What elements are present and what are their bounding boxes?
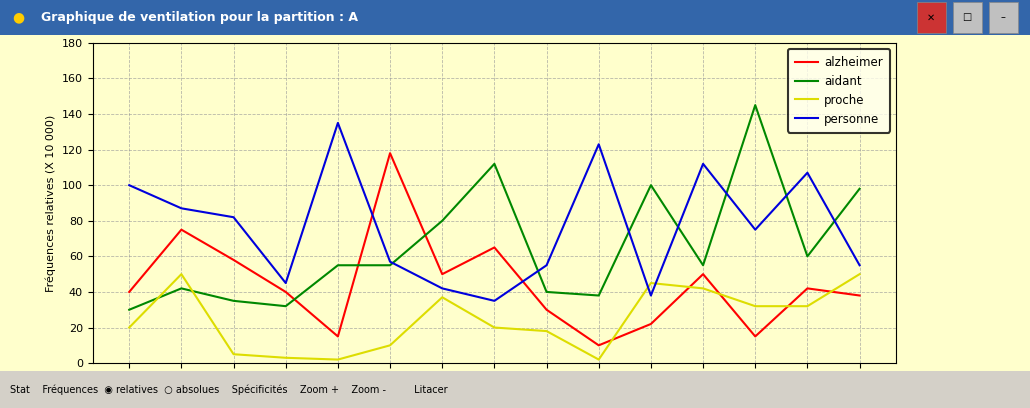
personne [332,120,344,125]
Text: Stat    Fréquences  ◉ relatives  ○ absolues    Spécificités    Zoom +    Zoom - : Stat Fréquences ◉ relatives ○ absolues S… [10,384,448,395]
personne [854,263,866,268]
Line: alzheimer: alzheimer [129,153,860,345]
proche [645,281,657,286]
personne [541,263,553,268]
alzheimer [697,272,710,277]
proche [541,329,553,334]
personne [697,162,710,166]
alzheimer [123,290,135,295]
alzheimer [228,257,240,262]
aidant [541,290,553,295]
alzheimer [332,334,344,339]
aidant [332,263,344,268]
Text: ✕: ✕ [927,12,935,22]
proche [279,355,291,360]
proche [697,286,710,291]
alzheimer [645,322,657,326]
alzheimer [175,227,187,232]
personne [801,170,814,175]
personne [592,142,605,147]
personne [175,206,187,211]
aidant [749,103,761,108]
Line: aidant: aidant [129,105,860,310]
alzheimer [488,245,501,250]
personne [749,227,761,232]
Legend: alzheimer, aidant, proche, personne: alzheimer, aidant, proche, personne [788,49,890,133]
alzheimer [384,151,397,155]
proche [749,304,761,308]
alzheimer [279,290,291,295]
proche [488,325,501,330]
Line: proche: proche [129,274,860,359]
Y-axis label: Fréquences relatives (X 10 000): Fréquences relatives (X 10 000) [45,114,57,292]
Text: Graphique de ventilation pour la partition : A: Graphique de ventilation pour la partiti… [41,11,358,24]
aidant [801,254,814,259]
aidant [697,263,710,268]
personne [645,293,657,298]
proche [801,304,814,308]
Line: personne: personne [129,123,860,301]
aidant [384,263,397,268]
aidant [279,304,291,308]
alzheimer [592,343,605,348]
personne [228,215,240,220]
aidant [123,307,135,312]
proche [228,352,240,357]
aidant [488,162,501,166]
alzheimer [436,272,448,277]
proche [436,295,448,300]
Text: –: – [1001,12,1005,22]
alzheimer [749,334,761,339]
aidant [645,183,657,188]
proche [854,272,866,277]
proche [175,272,187,277]
aidant [436,218,448,223]
aidant [228,298,240,303]
aidant [592,293,605,298]
personne [384,259,397,264]
Text: □: □ [963,12,971,22]
personne [123,183,135,188]
Text: ●: ● [12,10,25,24]
alzheimer [801,286,814,291]
personne [279,281,291,286]
personne [488,298,501,303]
aidant [175,286,187,291]
alzheimer [541,307,553,312]
proche [384,343,397,348]
personne [436,286,448,291]
proche [123,325,135,330]
proche [592,357,605,362]
aidant [854,186,866,191]
alzheimer [854,293,866,298]
proche [332,357,344,362]
